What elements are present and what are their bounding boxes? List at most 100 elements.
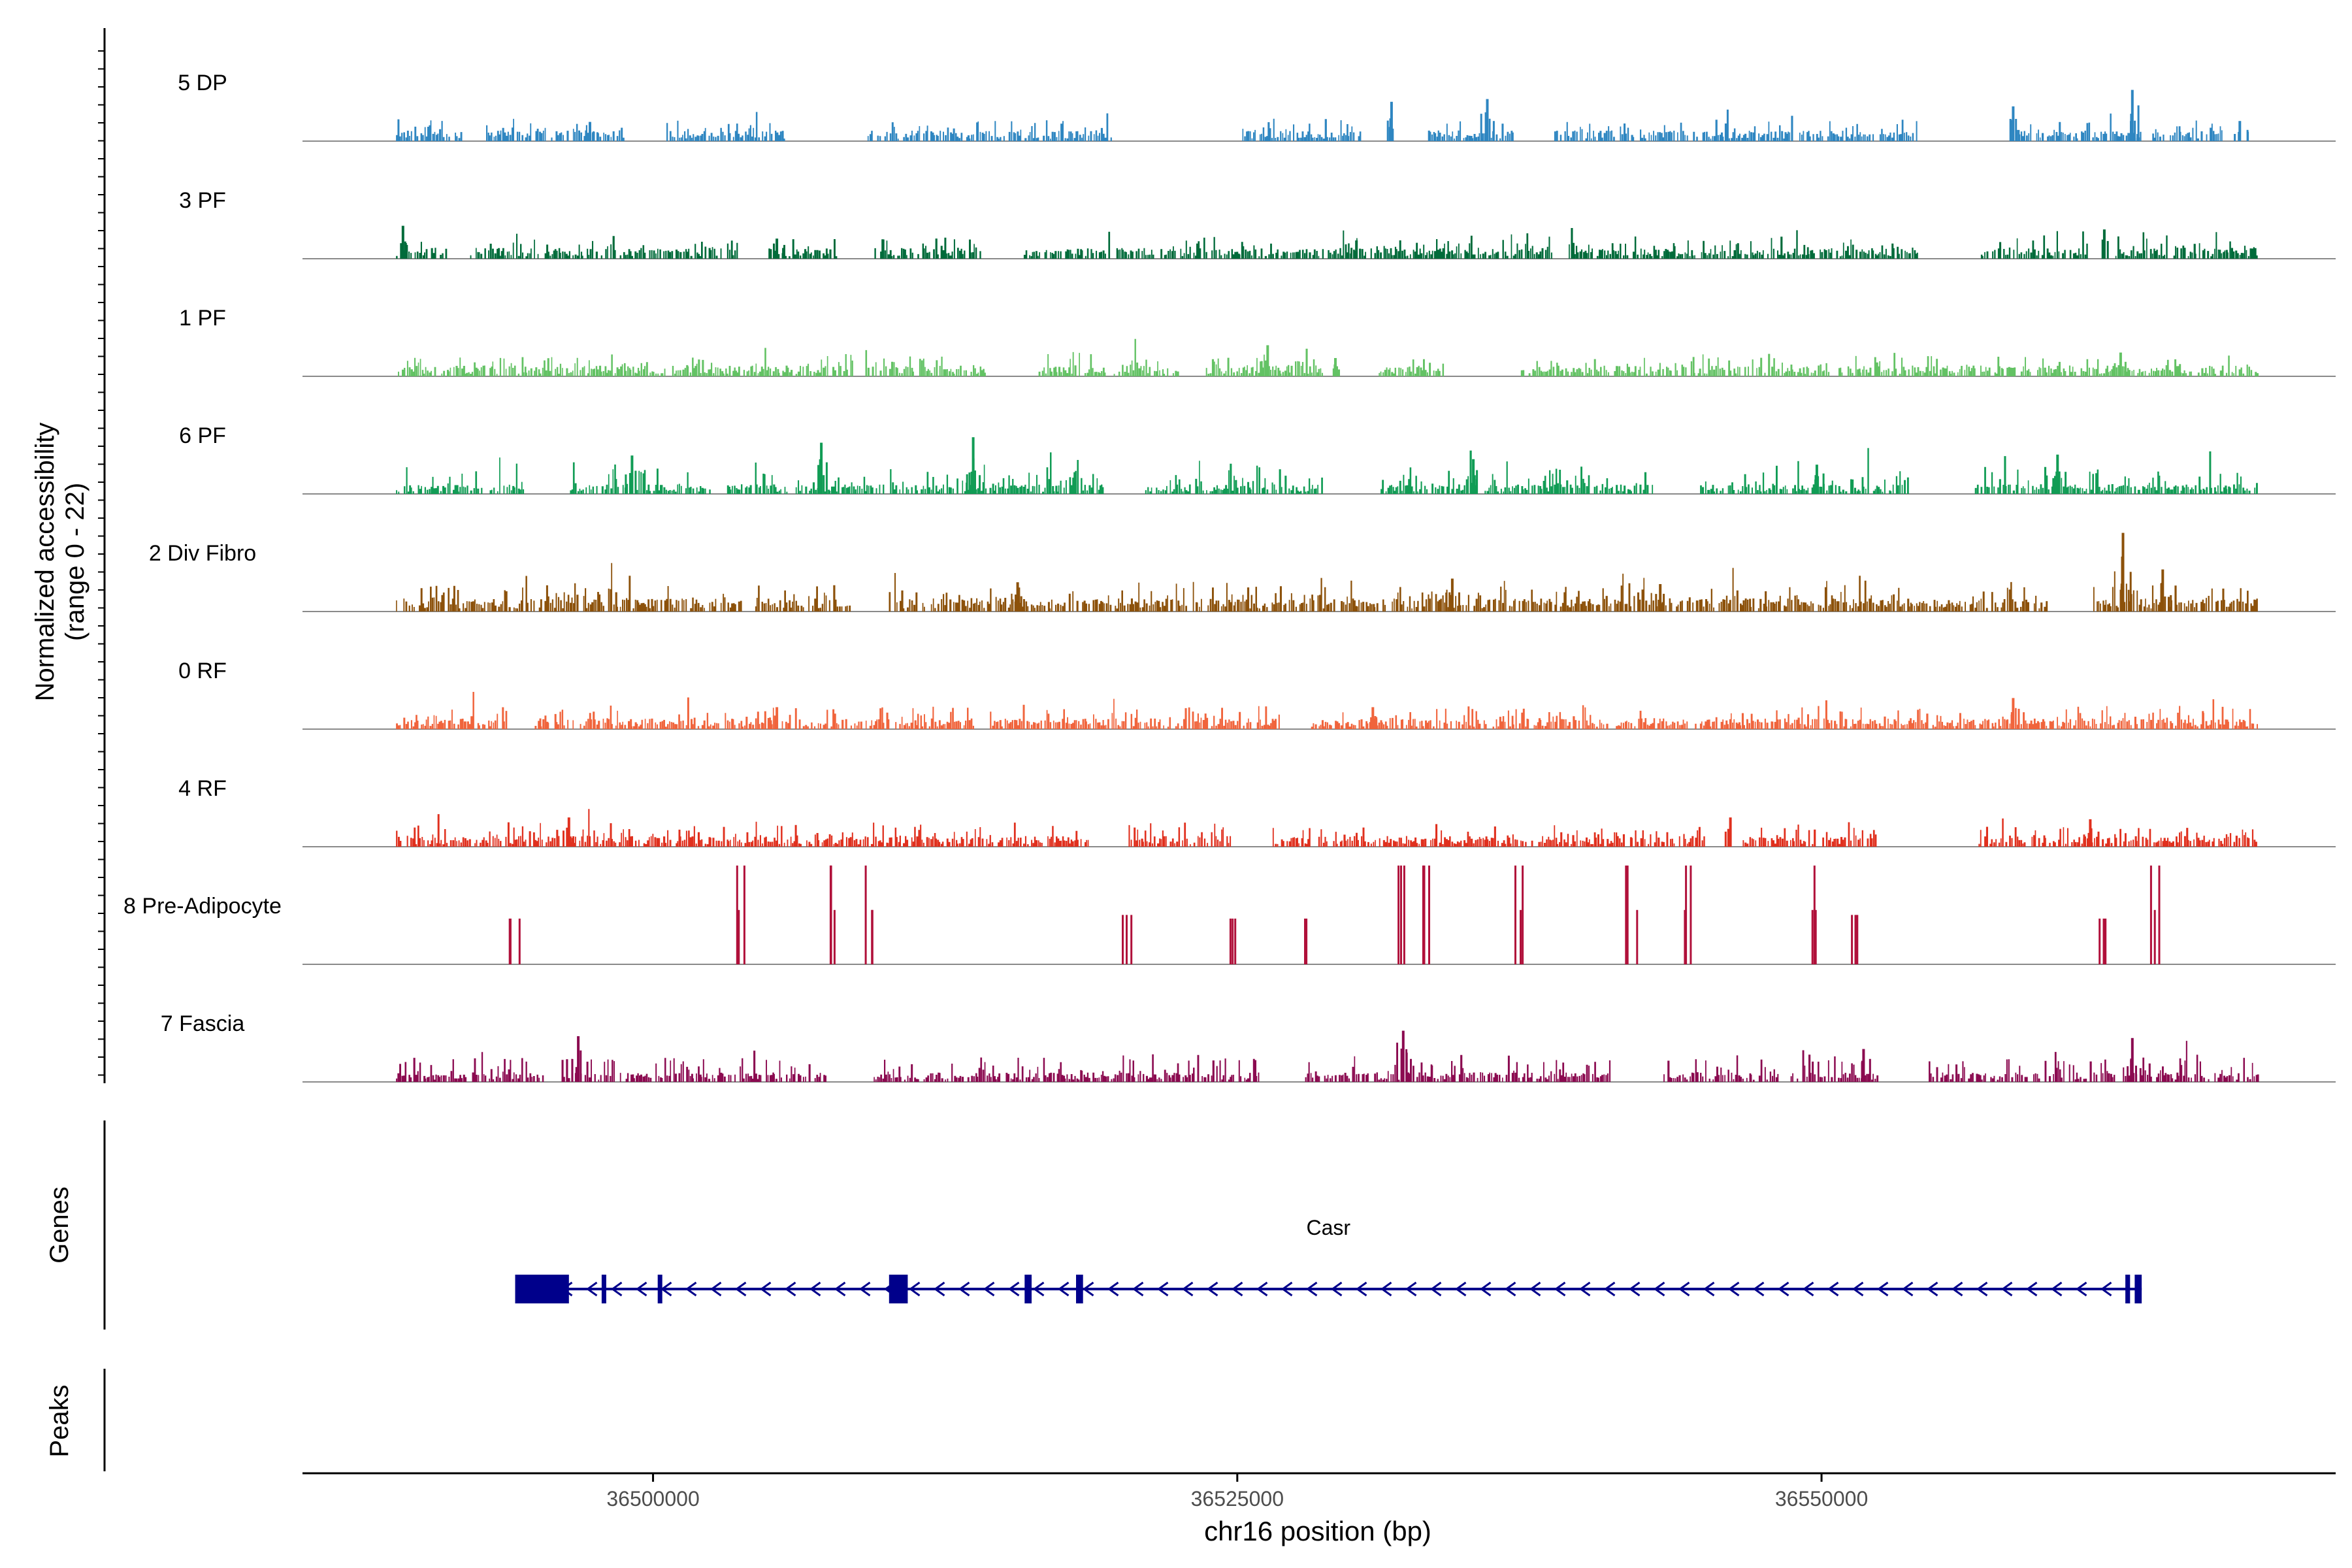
peak-1-shoulder-2 (1265, 361, 1267, 376)
peak-2 (1450, 578, 1454, 612)
peak-1 (630, 455, 634, 494)
peak-14 (1851, 915, 1854, 964)
peak-1-shoulder-1 (566, 827, 568, 847)
track-label: 2 Div Fibro (149, 541, 256, 566)
exon-3 (657, 1275, 662, 1303)
peak-3 (1659, 584, 1662, 612)
peak-1-shoulder-3 (634, 470, 637, 494)
peak-5 (2161, 569, 2164, 612)
peak-12 (1685, 865, 1688, 964)
peak-4 (2012, 106, 2015, 141)
peak-3-shoulder-1 (1484, 112, 1487, 141)
peak-3-shoulder-2 (1655, 594, 1658, 612)
peak-3 (1355, 240, 1358, 259)
peaks-track-label: Peaks (45, 1384, 74, 1457)
peak-12-part-1 (1684, 909, 1686, 964)
peak-2-shoulder-2 (1458, 592, 1460, 612)
peak-3 (2012, 698, 2015, 729)
peak-2-shoulder-3 (819, 459, 821, 494)
peak-1-shoulder-4 (572, 836, 575, 847)
peak-3-shoulder-4 (1492, 121, 1495, 141)
peak-10-part-1 (1522, 865, 1524, 964)
peak-1-shoulder-4 (585, 130, 587, 141)
peak-2-part-2 (743, 865, 745, 964)
gene-name: Casr (1307, 1216, 1351, 1239)
peak-5-shoulder-4 (2134, 120, 2136, 141)
coverage-area (396, 109, 2223, 141)
track-label: 0 RF (178, 659, 227, 683)
peak-4 (2131, 1037, 2134, 1082)
peak-3-shoulder-4 (2089, 828, 2092, 847)
exon-6 (1076, 1275, 1083, 1303)
peak-6-shoulder-3 (2065, 472, 2067, 494)
track-7: 4 RF (178, 776, 2336, 847)
peak-2-shoulder-2 (1336, 366, 1338, 376)
peak-16-part-2 (2153, 909, 2156, 964)
peak-5-shoulder-4 (1822, 473, 1825, 494)
coverage-y-axis (98, 28, 106, 1083)
exon-8 (2134, 1275, 2142, 1303)
peak-2-shoulder-1 (1370, 717, 1373, 729)
peak-14-part-1 (1854, 915, 1857, 964)
exon-1 (515, 1275, 569, 1303)
peak-3-shoulder-4 (1661, 602, 1664, 612)
peak-1-shoulder-2 (577, 1055, 580, 1082)
peak-15-part-1 (2104, 919, 2107, 964)
peak-3 (1862, 1049, 1865, 1082)
peak-6-shoulder-1 (2238, 131, 2240, 141)
peak-2 (1401, 1030, 1405, 1082)
peak-3-shoulder-4 (1861, 1062, 1863, 1082)
peak-10 (1514, 865, 1516, 964)
peak-4-shoulder-3 (2016, 129, 2018, 141)
x-tick-label: 36550000 (1775, 1487, 1868, 1511)
coverage-area (396, 228, 2258, 259)
gene-models: Casr (515, 1216, 2142, 1303)
peak-3-shoulder-2 (1486, 116, 1488, 141)
peak-12-part-2 (1690, 865, 1692, 964)
peak-2-shoulder-2 (1386, 120, 1389, 141)
peak-2-shoulder-4 (1724, 831, 1727, 847)
peak-3-shoulder-1 (1658, 600, 1660, 612)
peak-14-part-2 (1856, 915, 1859, 964)
genes-track-label: Genes (45, 1186, 74, 1264)
peak-3-shoulder-4 (2124, 367, 2127, 376)
peak-1-shoulder-3 (593, 131, 595, 141)
peak-3-shoulder-2 (1350, 248, 1353, 259)
peak-3-shoulder-3 (1480, 114, 1482, 141)
track-9: 7 Fascia (161, 1011, 2336, 1083)
x-axis-ticks: 36500000 36525000 36550000 (606, 1473, 1868, 1511)
exon-4 (889, 1275, 908, 1303)
peak-2 (1371, 707, 1375, 729)
coverage-y-label-line2: (range 0 - 22) (61, 483, 90, 641)
peak-3-shoulder-4 (2006, 719, 2009, 729)
peak-7-part-1 (1304, 919, 1307, 964)
peak-2 (736, 865, 738, 964)
peak-4-shoulder-1 (2130, 1060, 2132, 1082)
peak-2-shoulder-4 (1333, 364, 1336, 376)
peak-2-shoulder-1 (1332, 368, 1335, 376)
peak-2-shoulder-4 (1392, 128, 1394, 141)
peak-4-shoulder-4 (2009, 119, 2012, 141)
peak-4-shoulder-2 (2127, 1066, 2129, 1082)
peak-8-part-2 (1403, 865, 1405, 964)
peak-5-shoulder-2 (2164, 596, 2166, 612)
peak-6-shoulder-2 (2234, 134, 2236, 141)
peak-1-shoulder-2 (596, 132, 598, 141)
peak-5-shoulder-4 (2160, 583, 2163, 612)
peak-11-part-2 (1625, 865, 1627, 964)
peak-2-shoulder-3 (1405, 1053, 1408, 1082)
peak-1-shoulder-3 (400, 245, 403, 259)
peak-4-shoulder-3 (2139, 1068, 2142, 1082)
exon-7 (2125, 1275, 2131, 1303)
peak-2 (1390, 101, 1393, 141)
peak-3-shoulder-2 (972, 458, 975, 494)
peak-5-part-1 (1130, 915, 1133, 964)
peak-3-shoulder-3 (2083, 834, 2085, 847)
peak-11 (1626, 865, 1629, 964)
peak-9-part-2 (1422, 865, 1424, 964)
peak-6-shoulder-2 (2052, 478, 2055, 494)
peak-4 (2102, 229, 2106, 259)
peak-4-shoulder-4 (2129, 572, 2132, 612)
